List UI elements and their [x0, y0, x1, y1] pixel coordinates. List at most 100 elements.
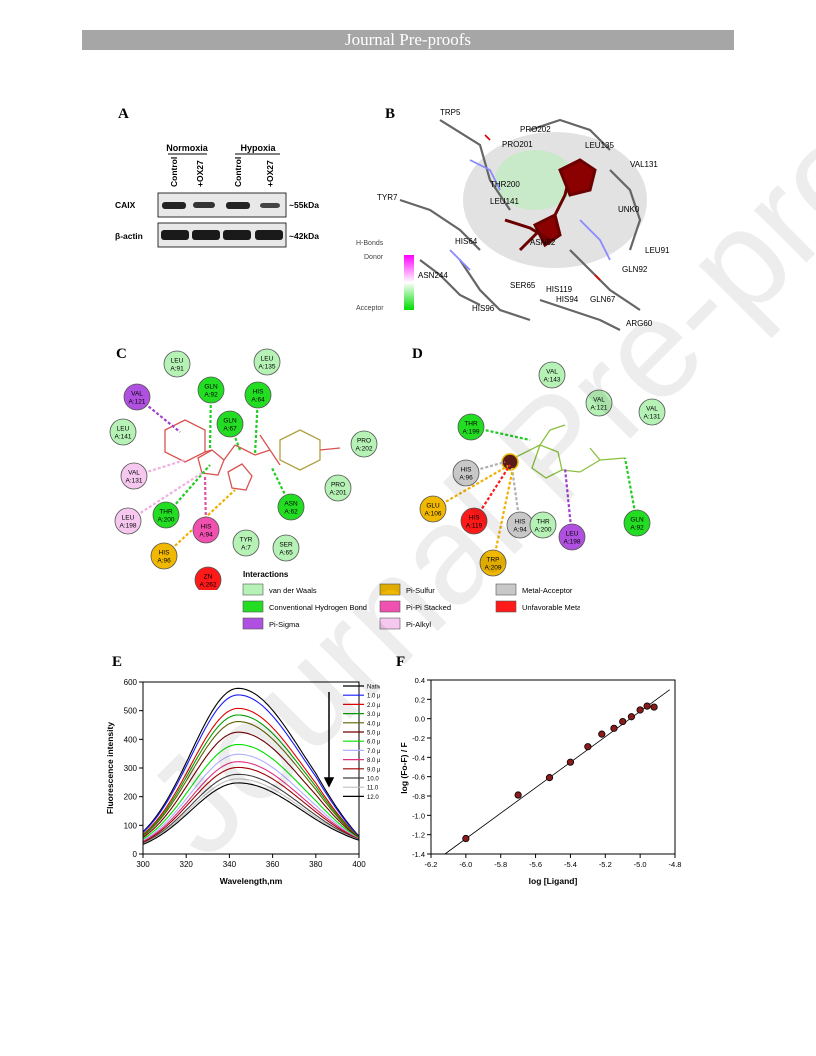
plot-frame-e: [142, 681, 360, 855]
row-label-actin: β-actin: [115, 231, 143, 241]
residue-chain: A:200: [158, 517, 175, 524]
x-tick-label-f: -5.4: [564, 860, 577, 869]
residue-label-tyr7: TYR7: [377, 193, 398, 202]
legend-entry-e: 5.0 µM: [343, 731, 380, 737]
western-blot-panel: Normoxia Hypoxia Control +OX27 Control +…: [115, 143, 319, 248]
residue-chain: A:131: [126, 478, 143, 485]
residue-label-his94: HIS94: [556, 295, 579, 304]
legend-label-e: 1.0 µM: [367, 694, 380, 700]
fluorescence-chart: 300 320 340 360 380 400 0 100 200 300 400 500 600 Wa…: [105, 678, 380, 886]
hbond-legend-donor: Donor: [364, 254, 384, 261]
residue-chain: A:262: [200, 582, 217, 589]
data-point: [627, 713, 636, 721]
y-tick-label-e: 100: [124, 821, 138, 830]
y-tick-label-f: -1.2: [412, 831, 425, 840]
lane-label-3: Control: [233, 157, 243, 187]
legend-title: Interactions: [243, 570, 289, 579]
residue-label-leu91: LEU91: [645, 246, 670, 255]
residue-chain: A:119: [466, 523, 483, 530]
residue-chain: A:65: [279, 550, 293, 557]
residue-name: THR: [536, 519, 550, 526]
residue-label-gln92: GLN92: [622, 265, 648, 274]
c-interaction-line: [203, 474, 208, 531]
residue-chain: A:121: [591, 405, 608, 412]
plot-frame-f: [430, 679, 676, 855]
residue-chain: A:96: [459, 475, 473, 482]
row-size-caix: ~55kDa: [289, 200, 319, 210]
legend-entry-e: 1.0 µM: [343, 694, 380, 700]
series-line-1: [142, 694, 360, 838]
legend-label: Pi-Alkyl: [406, 620, 431, 629]
group-label-normoxia: Normoxia: [166, 143, 209, 153]
d-interaction-line: [432, 465, 509, 510]
panel-label-b: B: [385, 106, 396, 122]
residue-label-asn62: ASN62: [530, 238, 556, 247]
residue-name: VAL: [546, 369, 558, 376]
d-interaction-line: [510, 467, 522, 526]
y-tick-label-e: 600: [124, 678, 138, 687]
residue-chain: A:92: [204, 392, 218, 399]
series-line-7: [142, 753, 360, 841]
residue-chain: A:62: [284, 509, 298, 516]
x-axis-label-e: Wavelength,nm: [220, 876, 283, 886]
residue-name: GLN: [204, 384, 218, 391]
group-label-hypoxia: Hypoxia: [240, 143, 276, 153]
legend-entry-e: 3.0 µM: [343, 712, 380, 718]
y-tick-label-f: 0.2: [415, 695, 425, 704]
hbond-legend-acceptor: Acceptor: [356, 305, 384, 312]
x-tick-label-e: 320: [180, 860, 194, 869]
residue-chain: A:92: [630, 525, 644, 532]
residue-label-his64: HIS64: [455, 237, 478, 246]
y-axis-label-f: log (Fo-F) / F: [399, 742, 409, 793]
panel-label-f: F: [396, 654, 406, 670]
c-residue-zna262: ZNA:262: [194, 566, 222, 590]
legend-item-pisigma: Pi-Sigma: [242, 617, 300, 630]
legend-entry-e: 9.0 µM: [343, 767, 380, 773]
residue-name: HIS: [461, 467, 473, 474]
residue-name: LEU: [566, 531, 579, 538]
legend-item-pisulfur: Pi-Sulfur: [379, 583, 435, 596]
residue-label-his96: HIS96: [472, 304, 495, 313]
data-point: [650, 703, 658, 711]
residue-chain: A:94: [513, 527, 527, 534]
series-line-12: [142, 782, 360, 845]
legend-entry-e: 10.0 µM: [343, 777, 380, 783]
residue-chain: A:131: [644, 414, 661, 421]
legend-entry-e: 7.0 µM: [343, 749, 380, 755]
series-line-3: [142, 714, 360, 839]
residue-label-unk0: UNK0: [618, 205, 640, 214]
residue-name: HIS: [201, 524, 213, 531]
data-point: [545, 774, 554, 782]
legend-entry-e: 6.0 µM: [343, 740, 380, 746]
legend-item-vdw: van der Waals: [242, 583, 317, 596]
x-tick-label-f: -6.2: [425, 860, 438, 869]
data-point: [619, 717, 627, 726]
y-tick-label-f: -0.6: [412, 773, 425, 782]
c-interaction-line: [163, 489, 236, 557]
x-tick-label-f: -6.0: [459, 860, 472, 869]
panel-label-c: C: [116, 346, 127, 362]
c-interaction-line: [136, 396, 181, 433]
residue-name: ASN: [284, 501, 298, 508]
x-tick-label-f: -4.8: [669, 860, 682, 869]
x-tick-label-f: -5.0: [634, 860, 647, 869]
y-tick-label-f: 0.4: [415, 676, 425, 685]
legend-label: Metal-Acceptor: [522, 586, 573, 595]
residue-name: HIS: [253, 389, 265, 396]
residue-label-leu141: LEU141: [490, 197, 519, 206]
journal-banner: Journal Pre-proofs: [82, 30, 734, 50]
